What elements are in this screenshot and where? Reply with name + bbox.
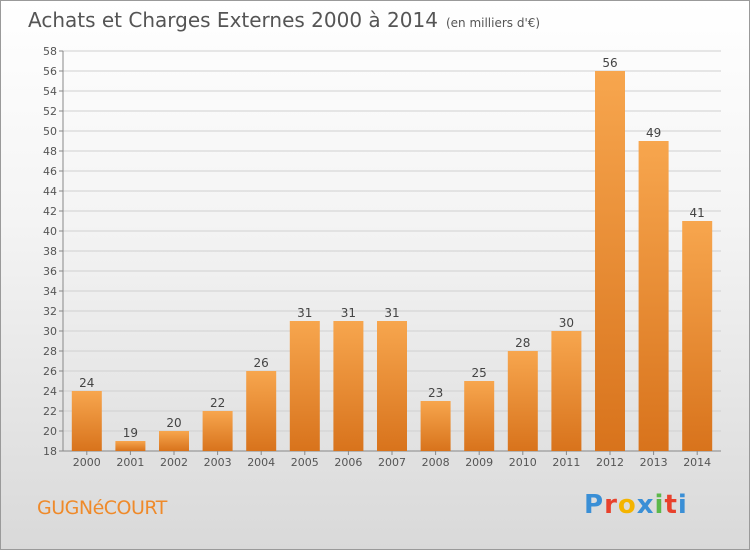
logo-letter: i	[677, 490, 688, 520]
bar	[595, 71, 625, 451]
y-tick-label: 48	[43, 145, 57, 158]
logo-letter: r	[604, 490, 618, 520]
x-tick-label: 2004	[247, 456, 275, 469]
bar	[507, 351, 538, 451]
data-label: 49	[646, 126, 661, 140]
bar	[202, 411, 233, 451]
logo-letter: P	[584, 490, 605, 520]
x-tick-label: 2003	[204, 456, 232, 469]
y-tick-label: 26	[43, 365, 57, 378]
bar	[71, 391, 102, 451]
logo-letter: t	[664, 490, 678, 520]
data-label: 31	[384, 306, 399, 320]
y-tick-label: 54	[43, 85, 57, 98]
bar	[682, 221, 713, 451]
bar	[638, 141, 669, 451]
chart-title: Achats et Charges Externes 2000 à 2014 (e…	[28, 8, 540, 32]
x-tick-label: 2013	[640, 456, 668, 469]
x-tick-label: 2002	[160, 456, 188, 469]
x-tick-label: 2012	[596, 456, 624, 469]
x-tick-label: 2006	[334, 456, 362, 469]
data-label: 28	[515, 336, 530, 350]
data-label: 26	[254, 356, 269, 370]
logo-letter: x	[636, 490, 655, 520]
proxiti-logo: Proxiti	[584, 490, 688, 520]
data-label: 30	[559, 316, 574, 330]
y-tick-label: 56	[43, 65, 57, 78]
y-tick-label: 32	[43, 305, 57, 318]
y-tick-label: 40	[43, 225, 57, 238]
data-label: 31	[341, 306, 356, 320]
x-tick-label: 2000	[73, 456, 101, 469]
y-tick-label: 22	[43, 405, 57, 418]
logo-letter: o	[617, 490, 637, 520]
x-tick-label: 2010	[509, 456, 537, 469]
y-tick-label: 36	[43, 265, 57, 278]
data-label: 19	[123, 426, 138, 440]
x-tick-label: 2005	[291, 456, 319, 469]
bar	[115, 441, 146, 451]
data-label: 31	[297, 306, 312, 320]
bar	[333, 321, 364, 451]
bar	[420, 401, 451, 451]
chart-subtitle: (en milliers d'€)	[445, 16, 541, 30]
data-label: 24	[79, 376, 94, 390]
logo-letter: i	[654, 490, 665, 520]
x-tick-label: 2009	[465, 456, 493, 469]
x-tick-label: 2008	[422, 456, 450, 469]
bar	[377, 321, 407, 451]
y-tick-label: 44	[43, 185, 57, 198]
y-tick-label: 30	[43, 325, 57, 338]
bar	[289, 321, 320, 451]
bar	[464, 381, 495, 451]
y-tick-label: 38	[43, 245, 57, 258]
y-tick-label: 58	[43, 45, 57, 58]
y-tick-label: 50	[43, 125, 57, 138]
bar	[246, 371, 277, 451]
commune-name: GUGNéCOURT	[37, 497, 167, 519]
y-tick-label: 20	[43, 425, 57, 438]
y-tick-label: 42	[43, 205, 57, 218]
data-label: 41	[690, 206, 705, 220]
y-tick-label: 18	[43, 445, 57, 458]
data-label: 25	[472, 366, 487, 380]
bar	[551, 331, 582, 451]
x-tick-label: 2011	[552, 456, 580, 469]
x-tick-label: 2001	[116, 456, 144, 469]
data-label: 56	[602, 56, 617, 70]
x-tick-label: 2007	[378, 456, 406, 469]
x-tick-label: 2014	[683, 456, 711, 469]
data-label: 20	[166, 416, 181, 430]
y-tick-label: 52	[43, 105, 57, 118]
bar	[159, 431, 189, 451]
chart-title-text: Achats et Charges Externes 2000 à 2014	[28, 8, 438, 32]
y-tick-label: 28	[43, 345, 57, 358]
y-tick-label: 24	[43, 385, 57, 398]
data-label: 22	[210, 396, 225, 410]
y-tick-label: 34	[43, 285, 57, 298]
data-label: 23	[428, 386, 443, 400]
y-tick-label: 46	[43, 165, 57, 178]
